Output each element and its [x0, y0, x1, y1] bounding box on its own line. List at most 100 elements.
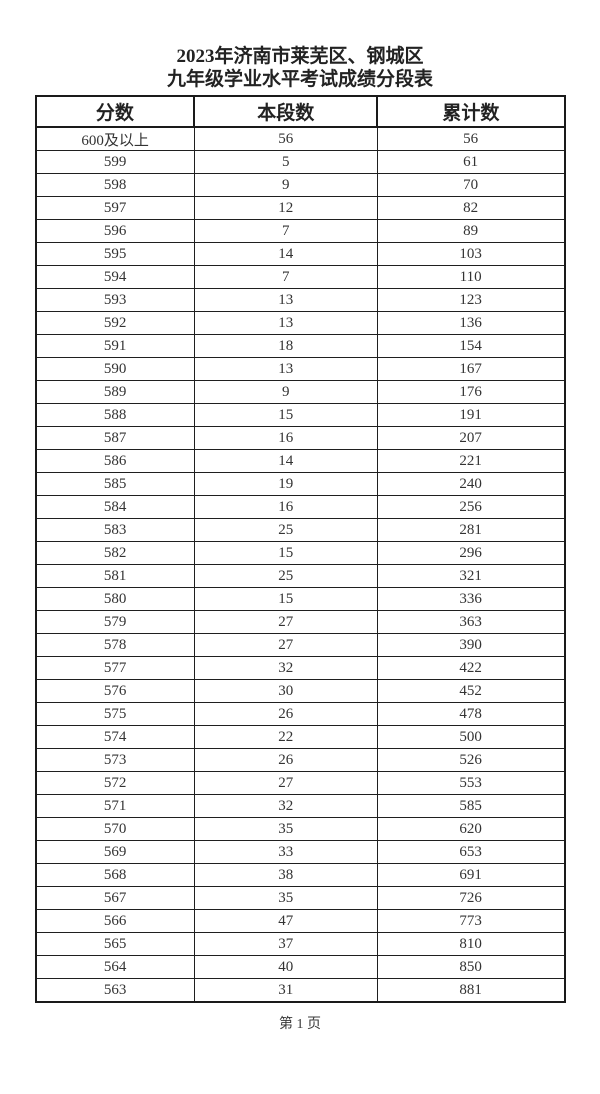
score-cell: 600及以上 [35, 126, 195, 151]
table-row: 597 12 82 [35, 196, 566, 220]
cumulative-count-cell: 154 [376, 334, 566, 358]
segment-count-cell: 35 [193, 817, 378, 841]
table-row: 573 26 526 [35, 748, 566, 772]
segment-count-cell: 5 [193, 150, 378, 174]
score-cell: 565 [35, 932, 195, 956]
segment-count-cell: 15 [193, 403, 378, 427]
table-row: 600及以上 56 56 [35, 126, 566, 151]
score-cell: 564 [35, 955, 195, 979]
table-row: 571 32 585 [35, 794, 566, 818]
segment-count-cell: 27 [193, 610, 378, 634]
table-row: 583 25 281 [35, 518, 566, 542]
cumulative-count-cell: 256 [376, 495, 566, 519]
table-row: 585 19 240 [35, 472, 566, 496]
segment-count-cell: 13 [193, 311, 378, 335]
score-cell: 586 [35, 449, 195, 473]
segment-count-cell: 13 [193, 288, 378, 312]
table-row: 590 13 167 [35, 357, 566, 381]
cumulative-count-cell: 553 [376, 771, 566, 795]
table-row: 592 13 136 [35, 311, 566, 335]
cumulative-count-cell: 123 [376, 288, 566, 312]
header-cumulative-count: 累计数 [376, 95, 566, 128]
segment-count-cell: 16 [193, 495, 378, 519]
cumulative-count-cell: 452 [376, 679, 566, 703]
cumulative-count-cell: 110 [376, 265, 566, 289]
table-row: 569 33 653 [35, 840, 566, 864]
segment-count-cell: 32 [193, 656, 378, 680]
table-row: 599 5 61 [35, 150, 566, 174]
cumulative-count-cell: 881 [376, 978, 566, 1003]
table-row: 580 15 336 [35, 587, 566, 611]
segment-count-cell: 32 [193, 794, 378, 818]
score-cell: 598 [35, 173, 195, 197]
cumulative-count-cell: 167 [376, 357, 566, 381]
table-row: 566 47 773 [35, 909, 566, 933]
table-row: 591 18 154 [35, 334, 566, 358]
cumulative-count-cell: 500 [376, 725, 566, 749]
segment-count-cell: 40 [193, 955, 378, 979]
cumulative-count-cell: 82 [376, 196, 566, 220]
cumulative-count-cell: 585 [376, 794, 566, 818]
table-row: 578 27 390 [35, 633, 566, 657]
segment-count-cell: 14 [193, 242, 378, 266]
table-row: 596 7 89 [35, 219, 566, 243]
cumulative-count-cell: 321 [376, 564, 566, 588]
table-row: 575 26 478 [35, 702, 566, 726]
score-cell: 570 [35, 817, 195, 841]
table-row: 567 35 726 [35, 886, 566, 910]
score-cell: 589 [35, 380, 195, 404]
score-cell: 572 [35, 771, 195, 795]
score-cell: 567 [35, 886, 195, 910]
segment-count-cell: 9 [193, 380, 378, 404]
cumulative-count-cell: 136 [376, 311, 566, 335]
segment-count-cell: 33 [193, 840, 378, 864]
score-cell: 569 [35, 840, 195, 864]
cumulative-count-cell: 620 [376, 817, 566, 841]
segment-count-cell: 16 [193, 426, 378, 450]
cumulative-count-cell: 653 [376, 840, 566, 864]
table-row: 594 7 110 [35, 265, 566, 289]
table-row: 582 15 296 [35, 541, 566, 565]
score-cell: 594 [35, 265, 195, 289]
cumulative-count-cell: 850 [376, 955, 566, 979]
score-cell: 573 [35, 748, 195, 772]
cumulative-count-cell: 363 [376, 610, 566, 634]
score-cell: 578 [35, 633, 195, 657]
score-distribution-table: 分数 本段数 累计数 600及以上 56 56 599 5 61 598 9 7… [34, 95, 566, 1003]
segment-count-cell: 38 [193, 863, 378, 887]
cumulative-count-cell: 422 [376, 656, 566, 680]
segment-count-cell: 56 [193, 126, 378, 151]
cumulative-count-cell: 61 [376, 150, 566, 174]
cumulative-count-cell: 240 [376, 472, 566, 496]
score-cell: 568 [35, 863, 195, 887]
score-table-body: 600及以上 56 56 599 5 61 598 9 70 597 12 82… [35, 126, 566, 1003]
table-row: 572 27 553 [35, 771, 566, 795]
segment-count-cell: 26 [193, 748, 378, 772]
cumulative-count-cell: 390 [376, 633, 566, 657]
score-cell: 571 [35, 794, 195, 818]
table-row: 570 35 620 [35, 817, 566, 841]
cumulative-count-cell: 89 [376, 219, 566, 243]
title-line-2: 九年级学业水平考试成绩分段表 [166, 69, 433, 90]
segment-count-cell: 27 [193, 771, 378, 795]
score-cell: 584 [35, 495, 195, 519]
score-cell: 597 [35, 196, 195, 220]
table-row: 574 22 500 [35, 725, 566, 749]
score-cell: 563 [35, 978, 195, 1003]
table-row: 595 14 103 [35, 242, 566, 266]
score-cell: 581 [35, 564, 195, 588]
cumulative-count-cell: 103 [376, 242, 566, 266]
cumulative-count-cell: 296 [376, 541, 566, 565]
segment-count-cell: 26 [193, 702, 378, 726]
table-row: 579 27 363 [35, 610, 566, 634]
table-row: 598 9 70 [35, 173, 566, 197]
segment-count-cell: 37 [193, 932, 378, 956]
cumulative-count-cell: 281 [376, 518, 566, 542]
segment-count-cell: 35 [193, 886, 378, 910]
score-cell: 590 [35, 357, 195, 381]
table-row: 564 40 850 [35, 955, 566, 979]
score-cell: 582 [35, 541, 195, 565]
table-row: 588 15 191 [35, 403, 566, 427]
segment-count-cell: 31 [193, 978, 378, 1003]
